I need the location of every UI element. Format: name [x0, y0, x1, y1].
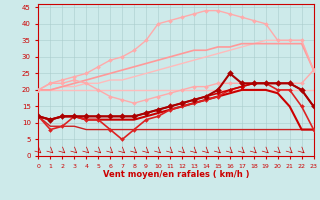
X-axis label: Vent moyen/en rafales ( km/h ): Vent moyen/en rafales ( km/h )	[103, 170, 249, 179]
